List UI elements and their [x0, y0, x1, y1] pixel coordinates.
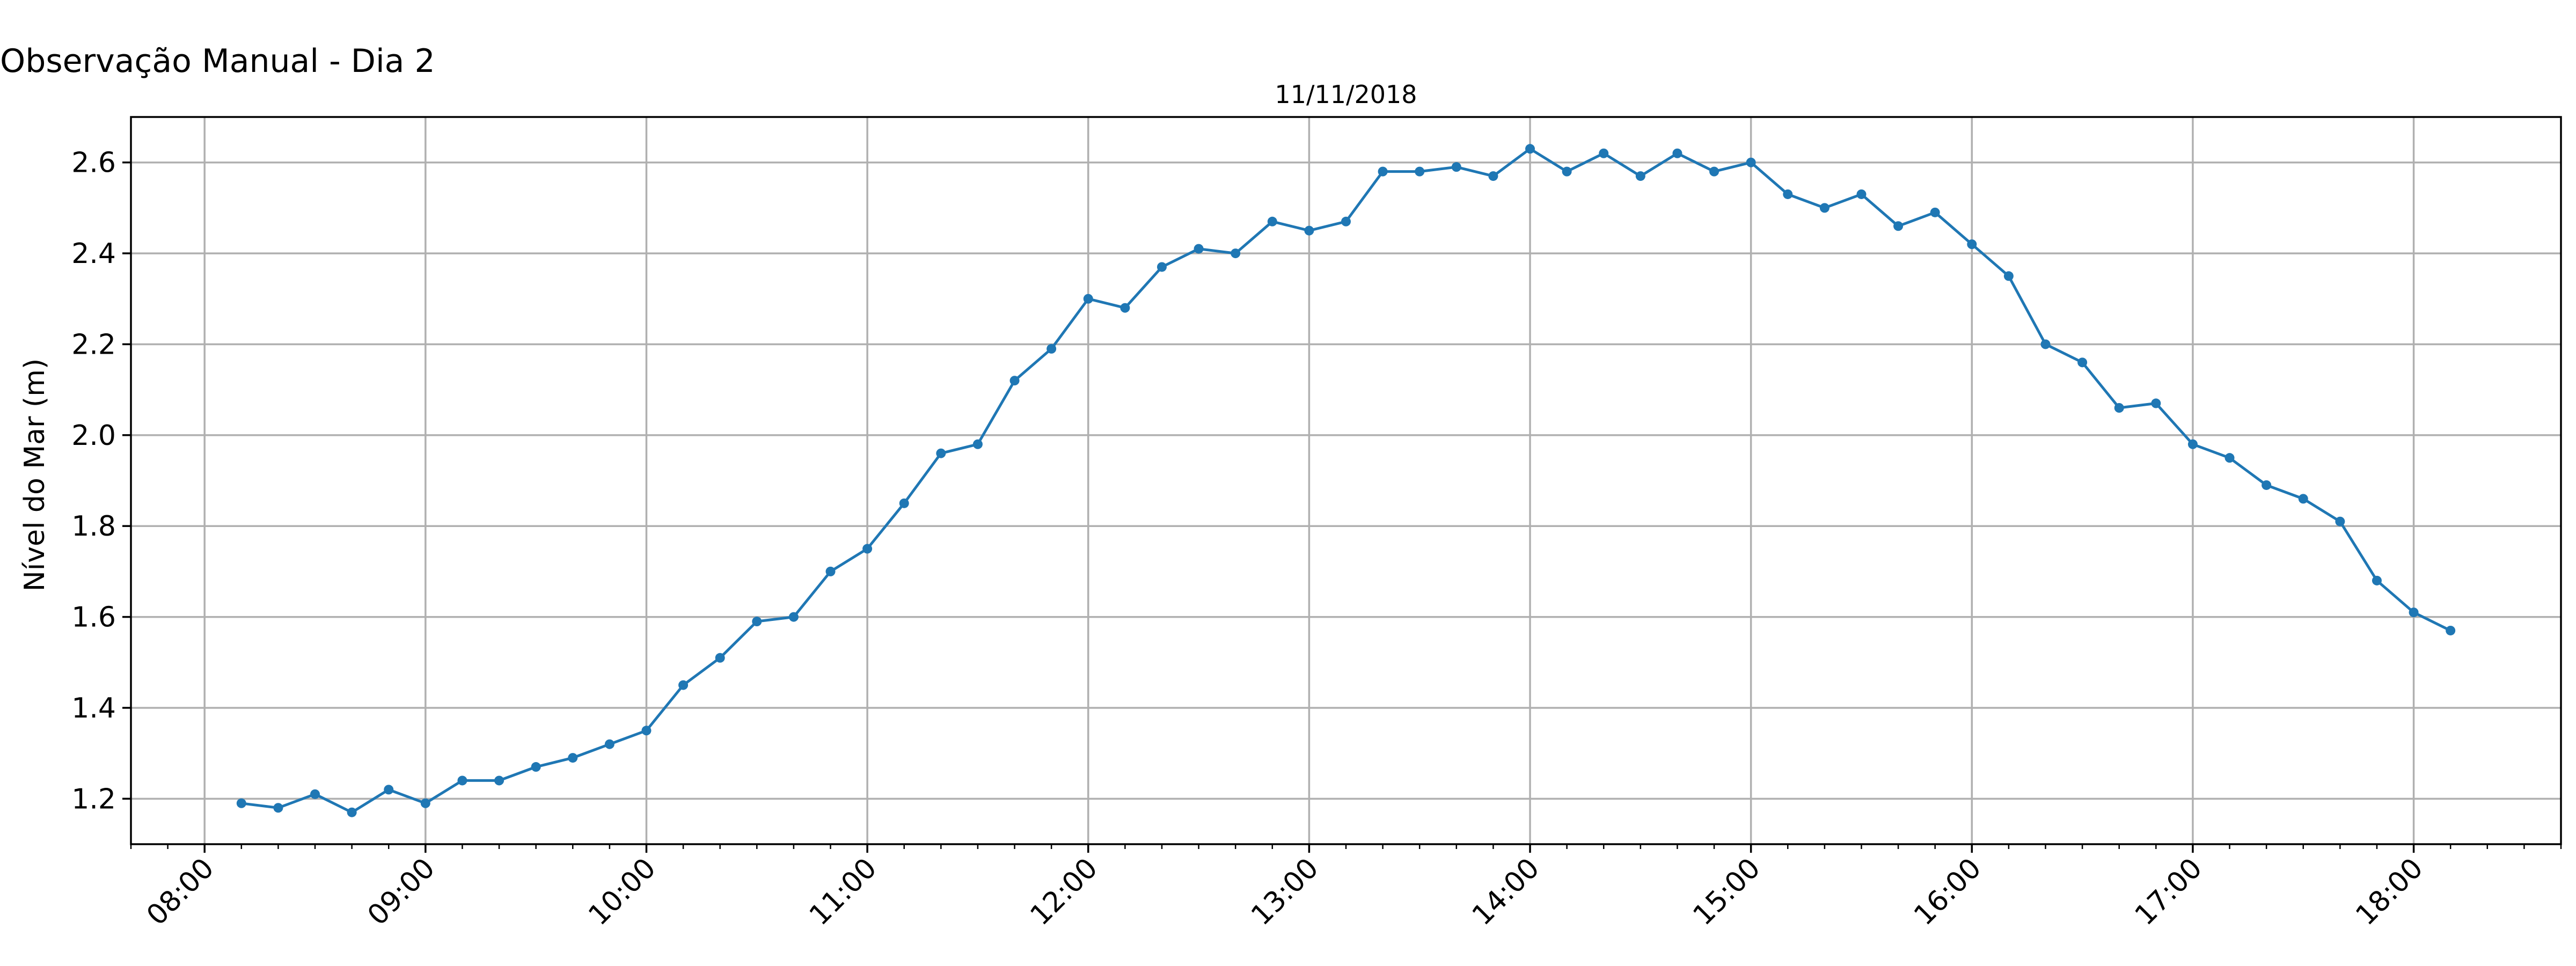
data-point [788, 612, 799, 622]
x-tick-label: 14:00 [1466, 852, 1546, 932]
data-point [1120, 303, 1130, 313]
data-point [604, 739, 614, 749]
data-point [568, 753, 578, 763]
data-point [310, 789, 320, 799]
series-line [241, 147, 2451, 814]
data-point [2151, 398, 2161, 408]
data-point [1046, 343, 1057, 354]
data-point [1930, 207, 1940, 217]
y-tick-label: 1.2 [71, 783, 116, 815]
data-point [1415, 166, 1425, 177]
data-point [2262, 480, 2272, 490]
data-point [2224, 453, 2235, 463]
data-point [2187, 439, 2198, 449]
data-point [972, 439, 983, 449]
data-point [1231, 248, 1241, 259]
data-point [678, 680, 689, 690]
data-point [899, 498, 909, 508]
data-point [1746, 157, 1756, 167]
data-point [2372, 575, 2382, 586]
data-point [1525, 144, 1535, 154]
x-tick-label: 11:00 [803, 852, 883, 932]
data-point [752, 617, 762, 627]
y-tick-label: 1.4 [71, 692, 116, 724]
y-tick-label: 2.4 [71, 238, 116, 270]
x-tick-label: 15:00 [1687, 852, 1766, 932]
data-point [1819, 203, 1829, 213]
data-point [273, 803, 283, 813]
x-tick-label: 16:00 [1908, 852, 1987, 932]
x-tick-label: 09:00 [362, 852, 441, 932]
data-point [1378, 166, 1388, 177]
x-tick-label: 08:00 [141, 852, 220, 932]
data-point [1856, 189, 1867, 199]
figure-title: Observação Manual - Dia 2 [0, 42, 435, 80]
x-tick-label: 17:00 [2129, 852, 2208, 932]
data-point [825, 566, 836, 576]
data-point [2077, 357, 2088, 368]
data-point [641, 726, 652, 736]
data-point [2003, 271, 2014, 281]
data-point [420, 798, 430, 808]
data-point [862, 544, 873, 554]
data-point [1267, 216, 1277, 226]
data-point [1304, 225, 1314, 236]
data-point [1967, 239, 1977, 250]
data-point [1083, 294, 1093, 304]
data-point [2335, 516, 2345, 526]
data-series [236, 144, 2456, 817]
data-point [1783, 189, 1793, 199]
data-point [531, 762, 541, 772]
plot-area-frame [130, 116, 2562, 845]
data-point [715, 653, 725, 663]
x-tick-label: 18:00 [2350, 852, 2429, 932]
data-point [1562, 166, 1572, 177]
data-point [2446, 625, 2456, 635]
data-point [2040, 339, 2051, 349]
data-point [1599, 148, 1609, 158]
data-point [1635, 171, 1645, 181]
data-point [1709, 166, 1719, 177]
y-tick-label: 2.6 [71, 147, 116, 179]
axis-ticks: 1.2 1.4 1.6 1.8 2.0 2.2 2.4 2.6 08:00 09:00 10:00 1… [71, 147, 2562, 932]
data-point [1009, 376, 1020, 386]
data-point [1194, 244, 1204, 254]
grid [131, 117, 2561, 844]
data-point [236, 798, 246, 808]
y-tick-label: 2.0 [71, 420, 116, 452]
data-point [1672, 148, 1682, 158]
y-tick-label: 1.6 [71, 602, 116, 634]
y-tick-label: 1.8 [71, 510, 116, 543]
x-tick-label: 13:00 [1245, 852, 1324, 932]
data-point [1893, 221, 1904, 231]
data-point [1341, 216, 1351, 226]
data-point [347, 807, 357, 817]
data-point [457, 775, 467, 786]
data-point [2409, 608, 2419, 618]
x-tick-label: 12:00 [1024, 852, 1104, 932]
y-tick-label: 2.2 [71, 328, 116, 361]
y-axis-label: Nível do Mar (m) [19, 358, 51, 591]
data-point [1488, 171, 1498, 181]
data-point [1451, 162, 1461, 172]
chart-title: 11/11/2018 [1275, 80, 1417, 109]
x-tick-label: 10:00 [582, 852, 662, 932]
data-point [1157, 262, 1167, 272]
data-point [936, 448, 946, 458]
data-point [2114, 403, 2124, 413]
data-point [494, 775, 504, 786]
data-point [384, 785, 394, 795]
data-point [2298, 494, 2308, 504]
